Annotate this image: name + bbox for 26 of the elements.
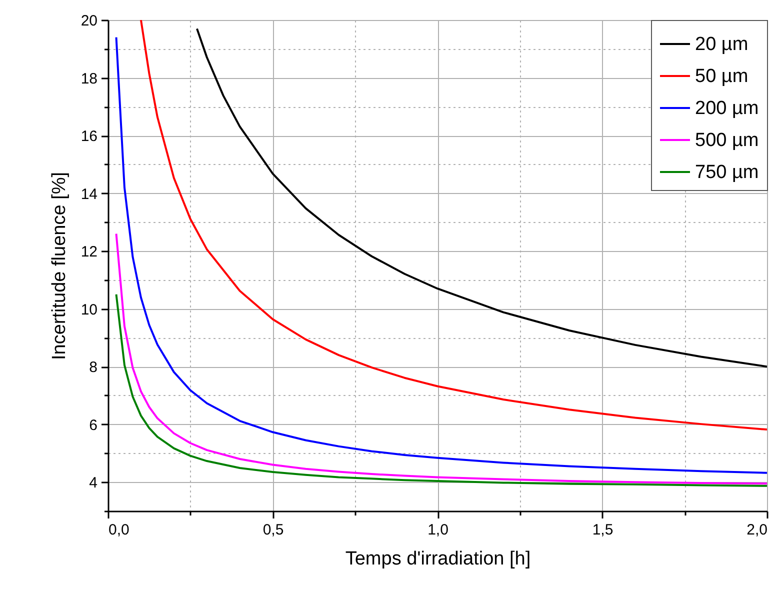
x-tick-label: 0,5 <box>262 522 284 538</box>
y-tick-label: 4 <box>89 474 98 492</box>
legend-label: 50 µm <box>695 66 748 87</box>
legend-label: 20 µm <box>695 34 748 55</box>
y-tick-label: 10 <box>80 301 98 318</box>
x-tick-label: 0,0 <box>108 522 130 538</box>
line-series <box>115 36 767 474</box>
y-tick-label: 16 <box>80 128 98 146</box>
line-series <box>115 293 767 487</box>
y-tick-label: 6 <box>89 416 98 434</box>
y-axis-title: Incertitude fluence [%] <box>48 172 70 360</box>
legend-label: 750 µm <box>695 162 759 183</box>
x-tick-label: 2,0 <box>746 522 768 538</box>
legend-label: 200 µm <box>695 98 759 119</box>
y-tick-label: 8 <box>89 359 98 376</box>
line-series <box>140 20 767 431</box>
legend-label: 500 µm <box>695 130 759 151</box>
y-tick-label: 14 <box>80 186 98 203</box>
y-tick-label: 20 <box>80 12 98 30</box>
line-series <box>196 28 767 368</box>
line-series <box>115 232 767 485</box>
y-tick-label: 18 <box>80 70 98 88</box>
x-axis-title: Temps d'irradiation [h] <box>345 548 531 570</box>
x-tick-label: 1,0 <box>428 522 448 538</box>
y-tick-label: 12 <box>80 244 98 261</box>
x-tick-label: 1,5 <box>592 522 614 538</box>
